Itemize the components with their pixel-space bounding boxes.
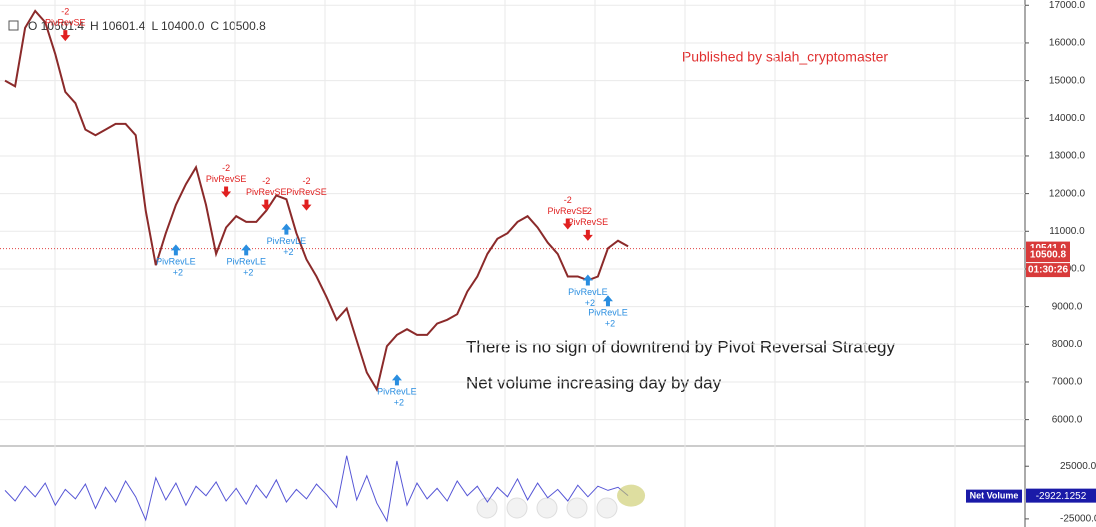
signal-qty: -2 xyxy=(564,195,572,205)
signal-label: PivRevSE xyxy=(206,174,247,184)
signal-qty: +2 xyxy=(283,247,293,257)
countdown: 01:30:26 xyxy=(1028,265,1068,276)
signal-arrow xyxy=(60,30,71,42)
price-label-box xyxy=(1026,248,1070,263)
ohlc-value: C 10500.8 xyxy=(210,19,266,33)
signal-arrow xyxy=(562,218,573,230)
nav-button[interactable] xyxy=(536,497,558,519)
signal-qty: -2 xyxy=(584,206,592,216)
nav-button[interactable] xyxy=(506,497,528,519)
signal: PivRevSE-2 xyxy=(548,195,589,230)
signal-qty: +2 xyxy=(173,268,183,278)
annotation: There is no sign of downtrend by Pivot R… xyxy=(466,337,895,356)
legend-entry: Net Volume xyxy=(970,491,1019,501)
signal: PivRevLE+2 xyxy=(267,223,307,257)
signal: PivRevLE+2 xyxy=(226,244,266,278)
signal: PivRevLE+2 xyxy=(588,295,628,329)
signal-arrow xyxy=(301,199,312,211)
y-tick-label: 6000.0 xyxy=(1052,414,1083,425)
ohlc-value: H 10601.4 xyxy=(90,19,146,33)
signal: PivRevSE-2 xyxy=(45,7,86,42)
signal-label: PivRevLE xyxy=(588,308,628,318)
y2-tick-label: 25000.0000 xyxy=(1060,461,1096,472)
signal-label: PivRevLE xyxy=(267,236,307,246)
y-tick-label: 8000.0 xyxy=(1052,339,1083,350)
nav-button[interactable] xyxy=(476,497,498,519)
countdown-box xyxy=(1026,263,1070,278)
publisher: Published by salah_cryptomaster xyxy=(682,49,889,65)
signal: PivRevSE-2 xyxy=(246,176,287,211)
signal-arrow xyxy=(261,199,272,211)
y2-tick-label: -25000.0000 xyxy=(1060,514,1096,525)
signal-arrow xyxy=(170,244,181,256)
signal-arrow xyxy=(241,244,252,256)
signal-arrow xyxy=(582,274,593,286)
signal-arrow xyxy=(391,374,402,386)
price-label: 10500.8 xyxy=(1030,250,1067,261)
y-tick-label: 13000.0 xyxy=(1049,151,1086,162)
y-tick-label: 11000.0 xyxy=(1049,226,1085,237)
signal-qty: +2 xyxy=(585,298,595,308)
expand-icon[interactable] xyxy=(8,20,19,31)
y-tick-label: 16000.0 xyxy=(1049,38,1086,49)
signal-arrow xyxy=(221,186,232,198)
y-tick-label: 7000.0 xyxy=(1052,377,1083,388)
signal-qty: -2 xyxy=(61,7,69,17)
ohlc-value: O 10601.4 xyxy=(28,19,84,33)
signal-label: PivRevLE xyxy=(156,257,196,267)
signal: PivRevLE+2 xyxy=(377,374,417,408)
legend-box xyxy=(966,489,1022,503)
signal-label: PivRevSE xyxy=(45,18,86,28)
nav-button[interactable] xyxy=(566,497,588,519)
signal-label: PivRevSE xyxy=(568,217,609,227)
value-label: -2922.1252 xyxy=(1036,491,1087,502)
signal-label: PivRevSE xyxy=(286,187,327,197)
signal-arrow xyxy=(281,223,292,235)
signal-label: PivRevSE xyxy=(548,206,589,216)
last-point-highlight xyxy=(617,484,646,507)
signal-qty: +2 xyxy=(394,398,404,408)
signal: PivRevSE-2 xyxy=(206,163,247,198)
signal: PivRevLE+2 xyxy=(568,274,608,308)
signal-qty: -2 xyxy=(222,163,230,173)
signal: PivRevSE-2 xyxy=(286,176,327,211)
annotation: Net volume increasing day by day xyxy=(466,373,722,392)
value-label-box xyxy=(1026,488,1096,503)
signal-label: PivRevLE xyxy=(568,287,608,297)
signal: PivRevSE-2 xyxy=(568,206,609,241)
ohlc-header: O 10601.4 H 10601.4 L 10400.0 C 10500.8 xyxy=(28,19,266,33)
signal-label: PivRevSE xyxy=(246,187,287,197)
signal-label: PivRevLE xyxy=(226,257,266,267)
signal-qty: -2 xyxy=(262,176,270,186)
signal-arrow xyxy=(602,295,613,307)
price-line xyxy=(4,9,629,393)
y-tick-label: 12000.0 xyxy=(1049,188,1086,199)
y-tick-label: 14000.0 xyxy=(1049,113,1086,124)
ohlc-value: L 10400.0 xyxy=(151,19,204,33)
signal: PivRevLE+2 xyxy=(156,244,196,278)
nav-buttons xyxy=(476,497,618,519)
signal-qty: +2 xyxy=(605,319,615,329)
signal-qty: +2 xyxy=(243,268,253,278)
signal-arrow xyxy=(582,229,593,241)
y-tick-label: 17000.0 xyxy=(1049,0,1086,11)
y-tick-label: 15000.0 xyxy=(1049,75,1086,86)
net-volume-line xyxy=(4,455,629,523)
signal-label: PivRevLE xyxy=(377,387,417,397)
signal-qty: -2 xyxy=(302,176,310,186)
y-tick-label: 9000.0 xyxy=(1052,301,1083,312)
nav-button[interactable] xyxy=(596,497,618,519)
